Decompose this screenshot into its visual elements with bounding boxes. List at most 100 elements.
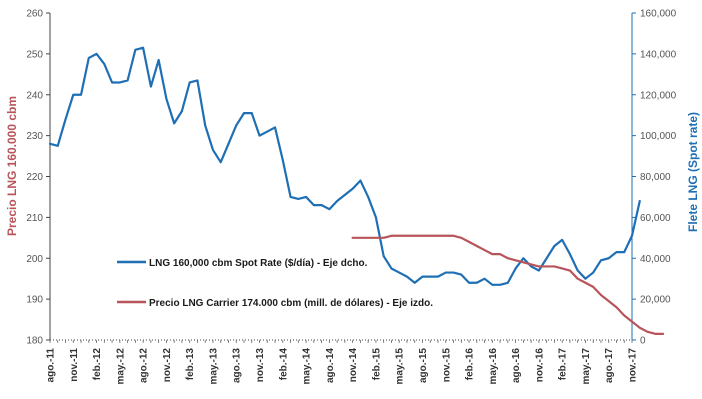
series-0-point — [157, 59, 160, 61]
y-left-tick-label: 210 — [26, 213, 43, 224]
series-1-point — [475, 245, 478, 247]
series-0-point — [320, 204, 323, 207]
series-0-point — [569, 253, 571, 256]
series-1-point — [367, 236, 370, 239]
y-left-tick-label: 240 — [26, 90, 43, 101]
series-1-point — [576, 277, 579, 280]
series-0-point — [227, 142, 230, 145]
series-0-point — [514, 267, 517, 270]
series-0-point — [305, 196, 307, 198]
series-0-point — [181, 110, 183, 112]
series-0-point — [281, 159, 284, 162]
series-0-point — [553, 245, 556, 247]
series-0-point — [537, 269, 540, 272]
series-0-point — [437, 275, 439, 278]
series-0-point — [421, 275, 424, 278]
series-0-point — [444, 271, 447, 274]
x-tick-label: ago.-13 — [232, 348, 243, 383]
x-tick-label: may.-15 — [395, 348, 406, 385]
x-tick-label: ago.-17 — [604, 348, 615, 383]
series-1-point — [359, 236, 362, 239]
series-0-point — [460, 273, 463, 276]
series-0-point — [149, 85, 152, 88]
x-tick-label: ago.-16 — [511, 348, 522, 383]
x-tick-label: may.-14 — [302, 348, 313, 385]
y-right-tick-label: 20,000 — [640, 295, 671, 306]
series-0-point — [196, 79, 199, 82]
series-1-point — [646, 330, 649, 333]
series-0-point — [398, 271, 401, 274]
y-axis-right-label: Flete LNG (Spot rate) — [686, 112, 700, 232]
legend-label-carrier-price: Precio LNG Carrier 174.000 cbm (mill. de… — [149, 298, 433, 309]
x-tick-label: nov.-11 — [69, 348, 80, 382]
y-left-tick-label: 180 — [26, 336, 43, 347]
x-tick-label: may.-12 — [115, 348, 126, 385]
series-1-point — [437, 234, 439, 237]
series-1-point — [623, 314, 626, 317]
y-left-tick-label: 230 — [26, 131, 43, 142]
x-tick-label: feb.-13 — [185, 348, 196, 381]
series-1-point — [569, 269, 571, 272]
series-0-point — [491, 283, 494, 286]
series-1-point — [607, 300, 610, 303]
series-0-point — [212, 149, 214, 151]
x-tick-label: may.-17 — [581, 348, 592, 385]
series-0-point — [429, 275, 432, 278]
x-tick-label: ago.-14 — [325, 348, 336, 383]
series-1-point — [530, 263, 533, 266]
series-line-1 — [351, 234, 665, 335]
series-0-point — [49, 142, 51, 145]
x-tick-label: nov.-16 — [534, 348, 545, 383]
series-0-point — [452, 271, 455, 274]
x-tick-label: nov.-14 — [348, 348, 359, 383]
y-right-tick-label: 40,000 — [640, 254, 671, 265]
series-0-point — [607, 257, 610, 260]
x-tick-label: may.-16 — [488, 348, 499, 385]
series-0-point — [382, 255, 385, 258]
series-1-point — [421, 234, 424, 237]
series-1-point — [398, 234, 401, 237]
series-0-point — [351, 187, 354, 190]
x-tick-label: nov.-17 — [628, 348, 639, 383]
series-0-point — [258, 134, 261, 137]
series-0-point — [243, 112, 245, 115]
series-0-point — [561, 238, 564, 241]
series-0-point — [312, 204, 315, 207]
series-0-point — [638, 200, 641, 202]
series-0-point — [134, 48, 137, 51]
x-tick-label: feb.-12 — [92, 348, 103, 381]
series-0-point — [204, 124, 207, 127]
series-1-point — [452, 234, 455, 237]
series-1-point — [413, 234, 416, 237]
series-0-point — [413, 281, 416, 284]
x-tick-label: nov.-15 — [441, 348, 452, 383]
series-0-point — [297, 198, 300, 200]
series-0-point — [56, 144, 59, 147]
series-1-point — [662, 332, 664, 335]
series-0-point — [522, 257, 525, 260]
series-0-point — [336, 200, 339, 202]
series-0-point — [600, 259, 602, 262]
series-1-point — [429, 234, 432, 237]
series-0-point — [576, 269, 579, 272]
series-0-point — [328, 208, 331, 211]
x-tick-label: ago.-15 — [418, 348, 429, 383]
y-right-tick-label: 140,000 — [640, 49, 677, 60]
series-0-point — [235, 124, 238, 127]
series-1-point — [499, 253, 501, 256]
series-0-point — [592, 271, 595, 274]
series-0-point — [499, 283, 501, 286]
series-0-point — [165, 97, 168, 100]
series-line-0 — [48, 46, 641, 286]
series-1-point — [592, 285, 595, 288]
x-tick-label: feb.-17 — [558, 348, 569, 381]
series-1-point — [506, 257, 509, 260]
series-0-point — [631, 234, 633, 237]
series-0-point — [111, 81, 113, 84]
y-right-tick-label: 120,000 — [640, 90, 677, 101]
series-0-point — [103, 63, 106, 65]
x-tick-label: feb.-15 — [371, 348, 382, 381]
series-0-point — [142, 46, 145, 49]
series-0-point — [530, 265, 533, 268]
